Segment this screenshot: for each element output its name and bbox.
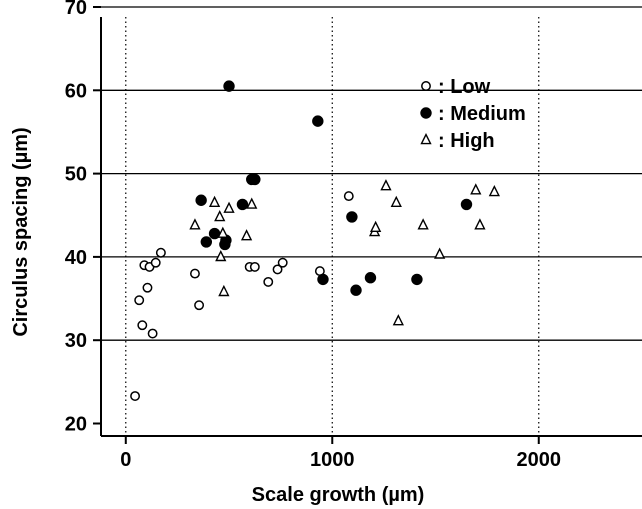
y-tick-label: 30 [65,330,87,352]
x-tick-label: 1000 [310,449,355,471]
point-low [194,300,205,311]
point-high [223,201,235,213]
point-high [390,195,402,208]
x-tick-label: 0 [120,449,131,471]
point-low [155,247,166,258]
y-tick-label: 20 [65,414,87,436]
point-high [417,218,429,230]
point-high [470,183,482,195]
point-low [137,320,148,331]
point-medium [249,173,261,186]
point-high [488,184,500,197]
grid-layer [101,6,642,436]
point-low [150,257,161,268]
point-high [208,195,221,208]
point-low [190,268,200,279]
point-medium [317,273,329,286]
ticks-layer: 20 30 40 50 60 70 0 1000 2000 [65,0,561,471]
y-axis-title: Circulus spacing (µm) [10,127,32,336]
point-high [217,226,229,238]
point-low [272,264,283,275]
point-low [134,295,145,306]
point-medium [364,272,377,284]
point-high [392,314,404,326]
point-low [147,328,158,339]
point-medium [350,284,362,296]
point-high [240,229,253,241]
axes-layer [100,17,642,437]
point-high [380,179,392,191]
point-high [474,218,486,230]
point-low [263,276,274,287]
point-medium [312,115,324,127]
point-high [189,218,201,230]
legend-marker-0 [421,81,431,91]
y-tick-label: 60 [65,80,87,102]
point-high [218,284,230,297]
y-tick-label: 50 [65,164,87,186]
legend-label: : Low [438,76,491,98]
point-low [130,391,141,401]
point-low [142,282,153,293]
legend-label: : Medium [438,103,526,125]
point-medium [460,198,473,211]
y-tick-label: 70 [65,0,87,19]
legend-marker-1 [420,107,432,119]
point-low [277,257,288,268]
point-low [343,191,354,202]
point-medium [200,236,213,248]
point-high [215,249,227,262]
point-high [246,197,258,209]
point-medium [236,198,249,211]
point-high [214,209,226,222]
point-medium [411,273,423,286]
legend-marker-2 [420,133,432,145]
point-high [434,247,446,259]
x-tick-label: 2000 [517,449,562,471]
legend-label: : High [438,130,495,152]
points-layer [130,80,500,401]
point-high [369,220,382,233]
legend: : Low : Medium : High [420,76,526,152]
y-tick-label: 40 [65,247,87,269]
point-low [249,261,260,272]
point-medium [346,211,358,223]
point-medium [223,80,235,92]
point-medium [195,194,207,206]
x-axis-title: Scale growth (µm) [252,484,425,506]
